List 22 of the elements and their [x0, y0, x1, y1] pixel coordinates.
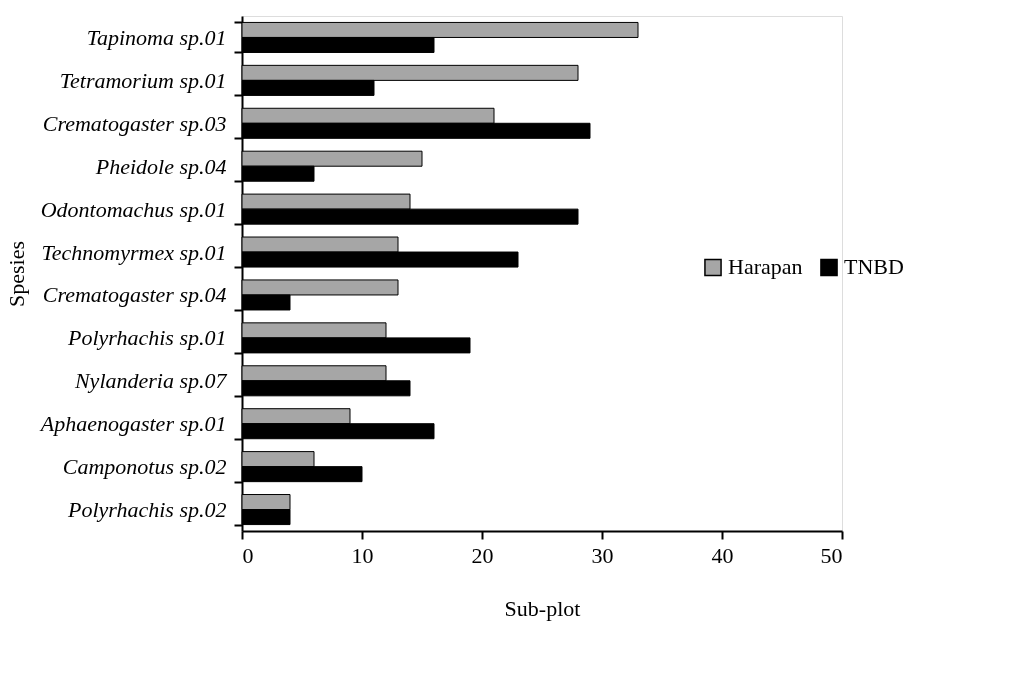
y-tick-label: Technomyrmex sp.01 [41, 239, 227, 265]
y-tick-label: Crematogaster sp.04 [42, 282, 227, 308]
y-tick-label: Tapinoma sp.01 [86, 24, 227, 50]
y-tick-label: Polyrhachis sp.02 [67, 497, 227, 523]
y-tick-label: Odontomachus sp.01 [40, 196, 227, 222]
x-tick-label: 50 [820, 542, 843, 568]
y-tick-label: Pheidole sp.04 [94, 153, 227, 179]
legend-label: Harapan [728, 254, 803, 280]
y-tick-label: Camponotus sp.02 [62, 454, 227, 480]
y-tick-label: Tetramorium sp.01 [59, 67, 227, 93]
x-tick-label: 40 [711, 542, 734, 568]
legend-label: TNBD [844, 254, 904, 280]
x-tick-label: 10 [351, 542, 374, 568]
x-tick-label: 30 [591, 542, 614, 568]
x-axis-title: Sub-plot [504, 595, 581, 621]
y-tick-label: Crematogaster sp.03 [42, 110, 227, 136]
x-tick-label: 0 [242, 542, 254, 568]
y-tick-label: Nylanderia sp.07 [73, 368, 228, 394]
y-tick-label: Aphaenogaster sp.01 [38, 411, 227, 437]
y-axis-title: Spesies [3, 241, 29, 307]
y-tick-label: Polyrhachis sp.01 [67, 325, 227, 351]
x-tick-label: 20 [471, 542, 494, 568]
